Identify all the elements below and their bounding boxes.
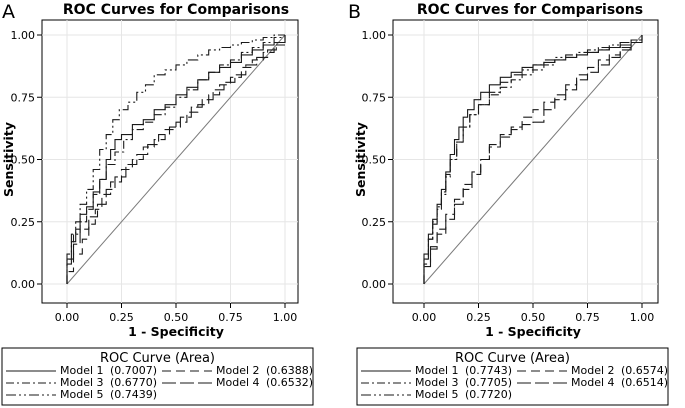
roc-curve-model-5 bbox=[423, 35, 643, 284]
legend-title: ROC Curve (Area) bbox=[100, 351, 215, 366]
y-axis-label: Sensitivity bbox=[353, 122, 368, 197]
chart-title: ROC Curves for Comparisons bbox=[63, 2, 289, 18]
y-tick-label: 1.00 bbox=[362, 29, 387, 42]
reference-diagonal bbox=[423, 34, 643, 285]
roc-curve-model-4 bbox=[423, 35, 643, 284]
legend-model: Model 1 bbox=[60, 364, 104, 377]
roc-curve-model-4 bbox=[66, 35, 286, 284]
legend-model: Model 2 bbox=[571, 364, 615, 377]
x-tick-label: 0.50 bbox=[521, 311, 546, 324]
y-tick-label: 0.25 bbox=[11, 216, 36, 229]
legend: ROC Curve (Area)Model 1 (0.7743) Model 2 (0… bbox=[356, 347, 669, 406]
roc-panel-a: A ROC Curves for Comparisons 0.00 0.25 0.50 0… bbox=[1, 1, 314, 406]
x-axis-label: 1 - Specificity bbox=[485, 324, 581, 339]
y-tick-label: 0.50 bbox=[11, 154, 36, 167]
y-tick-label: 1.00 bbox=[11, 29, 36, 42]
legend-box bbox=[1, 347, 314, 406]
legend-model: Model 4 bbox=[571, 376, 615, 389]
legend-model: Model 2 bbox=[216, 364, 260, 377]
y-tick-label: 0.75 bbox=[11, 91, 36, 104]
roc-curve-model-1 bbox=[66, 35, 286, 284]
legend-area: (0.6532) bbox=[266, 376, 313, 389]
legend-area: (0.6770) bbox=[110, 376, 157, 389]
x-tick-label: 0.00 bbox=[55, 311, 80, 324]
y-tick-label: 0.50 bbox=[362, 154, 387, 167]
roc-curve-model-2 bbox=[423, 35, 643, 284]
legend-area: (0.6574) bbox=[621, 364, 668, 377]
reference-diagonal bbox=[66, 34, 286, 285]
legend-model: Model 3 bbox=[415, 376, 459, 389]
roc-curve-model-5 bbox=[66, 34, 285, 284]
x-tick-label: 1.00 bbox=[273, 311, 298, 324]
x-tick-label: 0.75 bbox=[575, 311, 600, 324]
legend-area: (0.6514) bbox=[621, 376, 668, 389]
legend-area: (0.7439) bbox=[110, 388, 157, 401]
y-tick-label: 0.25 bbox=[362, 216, 387, 229]
x-tick-label: 0.75 bbox=[218, 311, 243, 324]
y-tick-label: 0.00 bbox=[362, 278, 387, 291]
legend-area: (0.7007) bbox=[110, 364, 157, 377]
y-tick-label: 0.00 bbox=[11, 278, 36, 291]
x-tick-label: 0.50 bbox=[164, 311, 189, 324]
chart-title: ROC Curves for Comparisons bbox=[417, 2, 643, 18]
y-axis-label: Sensitivity bbox=[1, 122, 16, 197]
legend-title: ROC Curve (Area) bbox=[455, 351, 570, 366]
x-tick-label: 0.00 bbox=[412, 311, 437, 324]
x-axis-label: 1 - Specificity bbox=[128, 324, 224, 339]
panel-label: A bbox=[2, 1, 15, 23]
roc-panel-b: B ROC Curves for Comparisons 0.00 0.25 0.50 0… bbox=[348, 1, 669, 406]
roc-curve-model-2 bbox=[66, 35, 286, 284]
legend-model: Model 5 bbox=[60, 388, 104, 401]
legend-area: (0.7705) bbox=[465, 376, 512, 389]
legend-model: Model 4 bbox=[216, 376, 260, 389]
legend: ROC Curve (Area)Model 1 (0.7007) Model 2 (0… bbox=[1, 347, 314, 406]
roc-curve-model-3 bbox=[423, 35, 643, 284]
roc-curve-model-3 bbox=[66, 35, 286, 284]
legend-model: Model 5 bbox=[415, 388, 459, 401]
legend-area: (0.7720) bbox=[465, 388, 512, 401]
x-tick-label: 1.00 bbox=[630, 311, 655, 324]
legend-model: Model 3 bbox=[60, 376, 104, 389]
y-tick-label: 0.75 bbox=[362, 91, 387, 104]
legend-model: Model 1 bbox=[415, 364, 459, 377]
plot-frame bbox=[41, 19, 299, 304]
x-tick-label: 0.25 bbox=[466, 311, 491, 324]
legend-area: (0.6388) bbox=[266, 364, 313, 377]
legend-area: (0.7743) bbox=[465, 364, 512, 377]
x-tick-label: 0.25 bbox=[109, 311, 134, 324]
panel-label: B bbox=[348, 1, 361, 23]
